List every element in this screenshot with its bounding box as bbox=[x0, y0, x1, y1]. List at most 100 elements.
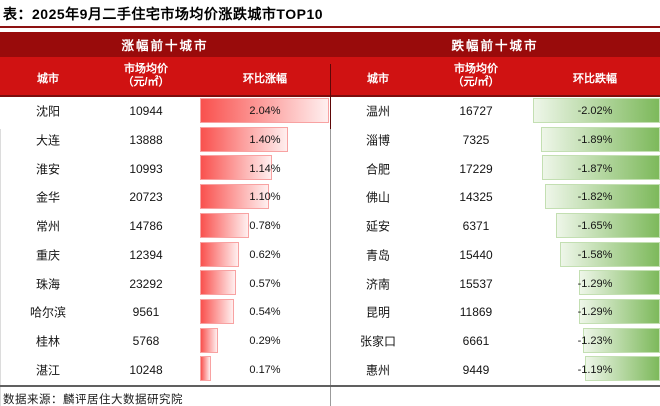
price-value: 9449 bbox=[462, 362, 490, 377]
pct-bar bbox=[533, 98, 660, 123]
city-name: 重庆 bbox=[35, 248, 60, 263]
pct-label: -1.29% bbox=[577, 277, 613, 290]
city-name: 济南 bbox=[365, 277, 390, 292]
rise-table-group-header: 涨幅前十城市 bbox=[0, 32, 330, 57]
city-name: 珠海 bbox=[35, 277, 60, 292]
table-row: 佛山 14325 -1.82% bbox=[330, 183, 660, 212]
price-value: 20723 bbox=[129, 190, 163, 205]
table-row: 桂林 5768 0.29% bbox=[0, 327, 330, 356]
rise-table-column-header: 城市 市场均价 （元/㎡） 环比涨幅 bbox=[0, 57, 330, 97]
column-header-pct-fall: 环比跌幅 bbox=[573, 73, 617, 85]
city-name: 昆明 bbox=[365, 305, 390, 320]
table-row: 常州 14786 0.78% bbox=[0, 212, 330, 241]
pct-label: 0.57% bbox=[249, 277, 281, 290]
price-value: 11869 bbox=[459, 305, 493, 320]
table-row: 济南 15537 -1.29% bbox=[330, 269, 660, 298]
pct-label: -1.23% bbox=[577, 334, 613, 347]
city-name: 沈阳 bbox=[35, 104, 60, 119]
table-divider-body-segment bbox=[330, 129, 331, 406]
pct-label: -1.82% bbox=[577, 191, 613, 204]
city-name: 湛江 bbox=[35, 363, 60, 378]
table-row: 张家口 6661 -1.23% bbox=[330, 327, 660, 356]
pct-label: -1.58% bbox=[577, 248, 613, 261]
city-name: 常州 bbox=[35, 219, 60, 234]
pct-label: -1.87% bbox=[577, 162, 613, 175]
pct-bar bbox=[200, 298, 234, 324]
pct-label: 0.17% bbox=[249, 363, 281, 376]
price-value: 17229 bbox=[459, 161, 493, 176]
table-row: 沈阳 10944 2.04% bbox=[0, 97, 330, 126]
pct-label: -1.19% bbox=[577, 363, 613, 376]
table-row: 惠州 9449 -1.19% bbox=[330, 355, 660, 384]
city-name: 延安 bbox=[365, 219, 390, 234]
table-row: 珠海 23292 0.57% bbox=[0, 269, 330, 298]
city-name: 张家口 bbox=[359, 334, 396, 349]
title-divider bbox=[0, 26, 660, 28]
price-value: 10944 bbox=[129, 104, 163, 119]
price-value: 7325 bbox=[462, 133, 490, 148]
column-header-price: 市场均价 （元/㎡） bbox=[122, 63, 170, 88]
fall-table-group-header: 跌幅前十城市 bbox=[330, 32, 660, 57]
column-header-price: 市场均价 （元/㎡） bbox=[452, 63, 500, 88]
price-value: 16727 bbox=[459, 104, 493, 119]
city-name: 温州 bbox=[365, 104, 390, 119]
price-value: 14325 bbox=[459, 190, 493, 205]
pct-bar bbox=[560, 241, 660, 267]
column-header-city: 城市 bbox=[37, 73, 59, 85]
pct-label: 1.40% bbox=[249, 134, 281, 147]
city-name: 淮安 bbox=[35, 162, 60, 177]
table-row: 大连 13888 1.40% bbox=[0, 126, 330, 155]
pct-bar bbox=[585, 356, 660, 382]
table-row: 金华 20723 1.10% bbox=[0, 183, 330, 212]
table-row: 淄博 7325 -1.89% bbox=[330, 126, 660, 155]
pct-bar bbox=[200, 356, 211, 382]
pct-bar bbox=[579, 270, 660, 296]
pct-bar bbox=[200, 98, 329, 123]
pct-label: -1.65% bbox=[577, 220, 613, 233]
table-left-border bbox=[0, 129, 1, 406]
price-value: 6371 bbox=[462, 219, 490, 234]
pct-bar bbox=[200, 184, 269, 210]
fall-table-body: 温州 16727 -2.02% 淄博 7325 -1.89% 合肥 17229 … bbox=[330, 97, 660, 384]
city-name: 大连 bbox=[35, 133, 60, 148]
pct-label: 0.62% bbox=[249, 248, 281, 261]
table-row: 青岛 15440 -1.58% bbox=[330, 241, 660, 270]
price-value: 15440 bbox=[459, 247, 493, 262]
table-row: 哈尔滨 9561 0.54% bbox=[0, 298, 330, 327]
table-row: 合肥 17229 -1.87% bbox=[330, 154, 660, 183]
pct-bar bbox=[200, 126, 288, 152]
pct-label: -2.02% bbox=[577, 105, 613, 118]
price-value: 23292 bbox=[129, 276, 163, 291]
table-row: 湛江 10248 0.17% bbox=[0, 355, 330, 384]
price-value: 14786 bbox=[129, 219, 163, 234]
table-row: 延安 6371 -1.65% bbox=[330, 212, 660, 241]
pct-bar bbox=[541, 126, 660, 152]
table-divider-header-segment bbox=[330, 64, 331, 129]
price-value: 6661 bbox=[462, 333, 490, 348]
fall-table-column-header: 城市 市场均价 （元/㎡） 环比跌幅 bbox=[330, 57, 660, 97]
table-row: 重庆 12394 0.62% bbox=[0, 241, 330, 270]
table-row: 淮安 10993 1.14% bbox=[0, 154, 330, 183]
pct-label: 1.14% bbox=[249, 162, 281, 175]
table-row: 昆明 11869 -1.29% bbox=[330, 298, 660, 327]
pct-bar bbox=[200, 270, 236, 296]
city-name: 金华 bbox=[35, 190, 60, 205]
pct-label: -1.89% bbox=[577, 134, 613, 147]
pct-label: -1.29% bbox=[577, 306, 613, 319]
table-bottom-border bbox=[0, 385, 660, 387]
pct-label: 2.04% bbox=[249, 105, 281, 118]
pct-label: 1.10% bbox=[249, 191, 281, 204]
price-value: 13888 bbox=[129, 133, 163, 148]
table-row: 温州 16727 -2.02% bbox=[330, 97, 660, 126]
pct-bar bbox=[542, 155, 660, 181]
city-name: 惠州 bbox=[365, 363, 390, 378]
fall-table: 跌幅前十城市 城市 市场均价 （元/㎡） 环比跌幅 温州 16727 -2.02%… bbox=[330, 32, 660, 386]
price-value: 10993 bbox=[129, 161, 163, 176]
price-value: 15537 bbox=[459, 276, 493, 291]
rise-table-body: 沈阳 10944 2.04% 大连 13888 1.40% 淮安 10993 1… bbox=[0, 97, 330, 384]
pct-label: 0.54% bbox=[249, 306, 281, 319]
pct-bar bbox=[200, 155, 272, 181]
pct-label: 0.29% bbox=[249, 334, 281, 347]
pct-bar bbox=[200, 241, 239, 267]
pct-label: 0.78% bbox=[249, 220, 281, 233]
